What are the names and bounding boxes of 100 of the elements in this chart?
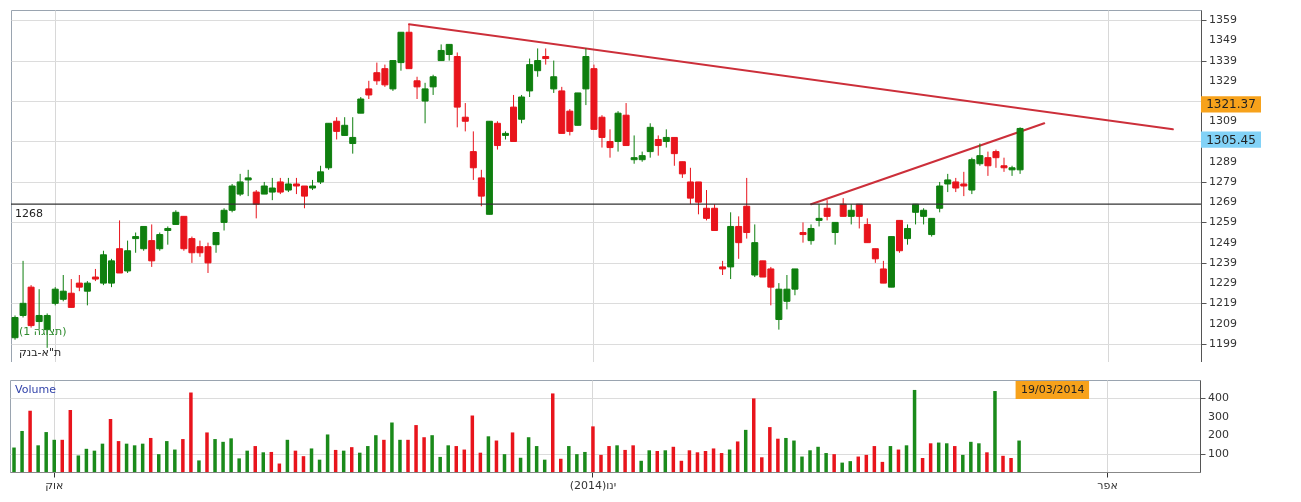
candlestick: [518, 94, 526, 124]
candlestick: [212, 232, 220, 254]
bar: [245, 450, 249, 472]
bar: [567, 446, 571, 472]
bar: [157, 454, 161, 472]
bar: [229, 438, 233, 472]
text: 1321.37: [1206, 97, 1256, 112]
bar: [776, 438, 780, 472]
bar: [253, 446, 257, 472]
candlestick: [807, 223, 815, 246]
bar: [607, 446, 611, 472]
candlestick: [83, 280, 91, 306]
candlestick: [67, 278, 75, 308]
bar: [1001, 455, 1005, 472]
candlestick: [244, 169, 252, 197]
y-tick-label: 300: [1208, 409, 1229, 423]
bar: [832, 454, 836, 472]
bar: [961, 454, 965, 472]
bar: [1009, 458, 1013, 472]
bar: [398, 439, 402, 472]
bar: [414, 425, 418, 472]
bar: [221, 441, 225, 472]
bar: [390, 422, 394, 472]
y-tick-label: 1349: [1209, 33, 1237, 47]
bar: [366, 446, 370, 472]
candlestick: [662, 128, 670, 149]
bar: [446, 445, 450, 472]
bar: [197, 460, 201, 472]
candlestick: [421, 82, 429, 124]
bar: [181, 439, 185, 472]
candlestick: [469, 130, 477, 181]
bar: [422, 437, 426, 472]
candlestick: [349, 116, 357, 155]
candlestick: [341, 116, 349, 136]
bar: [20, 430, 24, 472]
bar: [1017, 440, 1021, 472]
bar: [591, 426, 595, 472]
bar: [631, 445, 635, 472]
bar: [358, 452, 362, 472]
y-tick-label: 1289: [1209, 154, 1237, 168]
candlestick: [317, 165, 325, 185]
bar: [173, 449, 177, 472]
candlestick: [365, 80, 373, 100]
candlestick: [606, 128, 614, 159]
bar: [213, 439, 217, 472]
candlestick: [670, 136, 678, 167]
bar: [784, 437, 788, 472]
bar: [165, 441, 169, 472]
y-tick-label: 1229: [1209, 276, 1237, 290]
y-tick-label: 1259: [1209, 215, 1237, 229]
candlestick: [429, 74, 437, 96]
annotation: ת"א-בנק: [19, 346, 62, 360]
x-tick-label: אפר: [1097, 478, 1118, 492]
candlestick: [550, 60, 558, 94]
candlestick: [252, 189, 260, 219]
bar: [583, 451, 587, 472]
bar: [205, 432, 209, 472]
candlestick: [936, 181, 944, 213]
y-tick-label: 400: [1208, 391, 1229, 405]
bar: [760, 457, 764, 472]
y-tick-label: 1309: [1209, 114, 1237, 128]
candlestick: [944, 173, 952, 193]
bar: [406, 439, 410, 472]
candlestick: [461, 102, 469, 132]
y-tick-label: 1239: [1209, 255, 1237, 269]
bar: [752, 398, 756, 472]
y-tick-label: 1249: [1209, 235, 1237, 249]
candlestick: [815, 203, 823, 227]
y-tick-label: 200: [1208, 428, 1229, 442]
bar: [800, 456, 804, 472]
candlestick: [799, 221, 807, 244]
candlestick: [124, 240, 132, 274]
x-tick-label: אוק: [45, 478, 64, 492]
candlestick: [904, 223, 912, 246]
bar: [808, 450, 812, 472]
candlestick: [863, 217, 871, 244]
bar: [840, 462, 844, 472]
candlestick: [413, 76, 421, 100]
bar: [374, 435, 378, 472]
bar: [36, 445, 40, 472]
bar: [430, 435, 434, 472]
candlestick: [156, 232, 164, 252]
candlestick: [333, 116, 341, 140]
annotation: 19/03/2014: [1021, 383, 1085, 396]
y-tick-label: 1329: [1209, 73, 1237, 87]
y-tick-label: 1339: [1209, 53, 1237, 67]
y-tick-label: 1209: [1209, 316, 1237, 330]
bar: [12, 447, 16, 472]
candlestick: [493, 120, 501, 151]
ref-line-label: 1268: [15, 207, 43, 221]
candlestick: [148, 223, 156, 268]
y-tick-label: 1219: [1209, 296, 1237, 310]
candlestick: [19, 260, 27, 318]
candlestick: [477, 169, 485, 207]
bar: [615, 445, 619, 472]
bar: [382, 439, 386, 472]
bar: [816, 446, 820, 472]
bar: [575, 454, 579, 472]
bar: [28, 410, 32, 472]
bar: [599, 454, 603, 472]
